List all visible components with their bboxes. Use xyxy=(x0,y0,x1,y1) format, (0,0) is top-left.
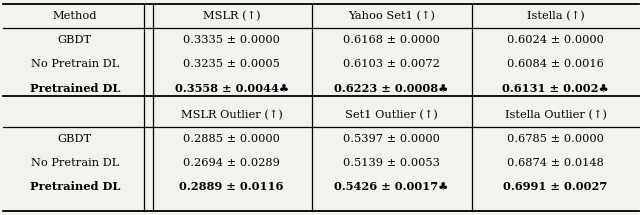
Text: No Pretrain DL: No Pretrain DL xyxy=(31,59,119,69)
Text: 0.6131 ± 0.002♣: 0.6131 ± 0.002♣ xyxy=(502,83,609,94)
Text: Set1 Outlier (↑): Set1 Outlier (↑) xyxy=(345,110,438,120)
Text: Pretrained DL: Pretrained DL xyxy=(29,181,120,192)
Text: 0.3558 ± 0.0044♣: 0.3558 ± 0.0044♣ xyxy=(175,83,289,94)
Text: 0.6084 ± 0.0016: 0.6084 ± 0.0016 xyxy=(507,59,604,69)
Text: 0.5397 ± 0.0000: 0.5397 ± 0.0000 xyxy=(343,134,440,144)
Text: Istella Outlier (↑): Istella Outlier (↑) xyxy=(504,110,607,120)
Text: Yahoo Set1 (↑): Yahoo Set1 (↑) xyxy=(348,11,435,22)
Text: 0.6874 ± 0.0148: 0.6874 ± 0.0148 xyxy=(507,158,604,168)
Text: 0.6103 ± 0.0072: 0.6103 ± 0.0072 xyxy=(343,59,440,69)
Text: 0.6024 ± 0.0000: 0.6024 ± 0.0000 xyxy=(507,35,604,45)
Text: 0.6223 ± 0.0008♣: 0.6223 ± 0.0008♣ xyxy=(335,83,449,94)
Text: 0.3235 ± 0.0005: 0.3235 ± 0.0005 xyxy=(183,59,280,69)
Text: GBDT: GBDT xyxy=(58,35,92,45)
Text: 0.2694 ± 0.0289: 0.2694 ± 0.0289 xyxy=(183,158,280,168)
Text: Istella (↑): Istella (↑) xyxy=(527,11,584,22)
Text: 0.6168 ± 0.0000: 0.6168 ± 0.0000 xyxy=(343,35,440,45)
Text: 0.2889 ± 0.0116: 0.2889 ± 0.0116 xyxy=(179,181,284,192)
Text: GBDT: GBDT xyxy=(58,134,92,144)
Text: 0.5139 ± 0.0053: 0.5139 ± 0.0053 xyxy=(343,158,440,168)
Text: MSLR Outlier (↑): MSLR Outlier (↑) xyxy=(180,110,283,120)
Text: 0.2885 ± 0.0000: 0.2885 ± 0.0000 xyxy=(183,134,280,144)
Text: MSLR (↑): MSLR (↑) xyxy=(203,11,260,22)
Text: Pretrained DL: Pretrained DL xyxy=(29,83,120,94)
Text: Method: Method xyxy=(52,11,97,21)
Text: 0.6785 ± 0.0000: 0.6785 ± 0.0000 xyxy=(507,134,604,144)
Text: 0.6991 ± 0.0027: 0.6991 ± 0.0027 xyxy=(504,181,607,192)
Text: 0.5426 ± 0.0017♣: 0.5426 ± 0.0017♣ xyxy=(335,181,449,192)
Text: No Pretrain DL: No Pretrain DL xyxy=(31,158,119,168)
Text: 0.3335 ± 0.0000: 0.3335 ± 0.0000 xyxy=(183,35,280,45)
